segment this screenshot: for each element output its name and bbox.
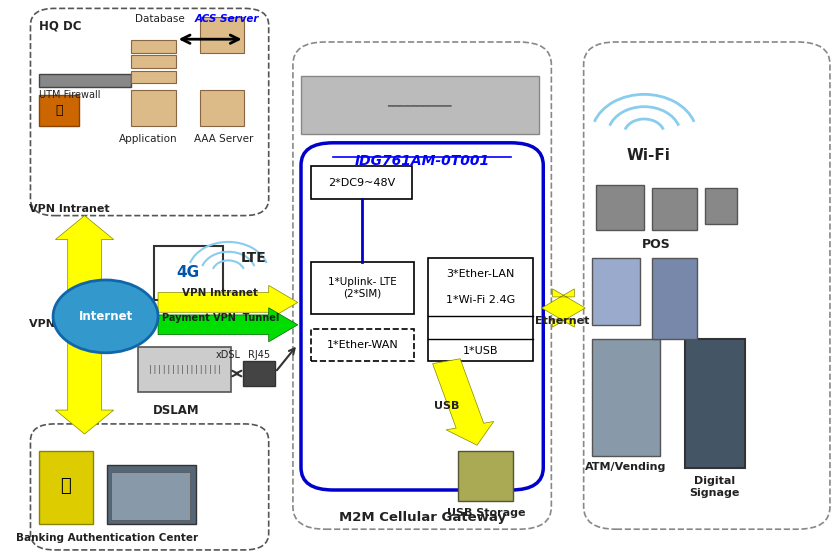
Text: ||||||||||||||||: ||||||||||||||||: [148, 365, 222, 374]
Text: ACS Server: ACS Server: [194, 14, 259, 24]
Text: LTE: LTE: [240, 251, 266, 265]
Text: Ethernet: Ethernet: [535, 316, 589, 326]
Bar: [459, 451, 514, 501]
Bar: [38, 451, 93, 524]
Bar: [132, 90, 176, 126]
Text: DSLAM: DSLAM: [153, 404, 199, 417]
Text: 🔥: 🔥: [55, 104, 63, 117]
Text: Digital
Signage: Digital Signage: [689, 476, 740, 498]
Bar: [243, 361, 275, 386]
Text: HQ DC: HQ DC: [38, 20, 81, 32]
Text: Internet: Internet: [78, 310, 133, 323]
Text: Payment VPN  Tunnel: Payment VPN Tunnel: [162, 312, 279, 323]
Text: 1*USB: 1*USB: [463, 346, 498, 356]
Circle shape: [53, 280, 158, 353]
Bar: [108, 465, 196, 524]
Bar: [200, 90, 244, 126]
Text: 3*Ether-LAN: 3*Ether-LAN: [446, 269, 515, 279]
Bar: [592, 258, 641, 325]
Text: ━━━━━━━━━━━: ━━━━━━━━━━━: [388, 100, 452, 110]
Text: UTM Firewall: UTM Firewall: [38, 90, 100, 100]
Bar: [311, 262, 414, 314]
Text: Banking Authentication Center: Banking Authentication Center: [16, 533, 198, 543]
Text: RJ45: RJ45: [248, 350, 270, 360]
Polygon shape: [433, 359, 494, 445]
Bar: [301, 76, 540, 134]
Polygon shape: [158, 308, 298, 342]
Bar: [428, 258, 533, 361]
Bar: [38, 74, 132, 87]
Bar: [200, 17, 244, 53]
Bar: [311, 329, 414, 361]
Text: Application: Application: [119, 134, 178, 144]
Polygon shape: [541, 289, 585, 327]
Text: USB Storage: USB Storage: [447, 508, 525, 519]
Text: POS: POS: [642, 238, 671, 251]
Text: 4G: 4G: [176, 265, 199, 280]
Bar: [595, 185, 644, 230]
Text: 1*Uplink- LTE
(2*SIM): 1*Uplink- LTE (2*SIM): [328, 277, 397, 298]
Bar: [685, 339, 745, 468]
Text: VPN Intranet: VPN Intranet: [183, 288, 259, 298]
Text: AAA Server: AAA Server: [194, 134, 254, 144]
Text: 🔒: 🔒: [61, 477, 72, 495]
Text: xDSL: xDSL: [216, 350, 241, 360]
Text: VPN Intranet: VPN Intranet: [29, 204, 109, 214]
Text: ATM/Vending: ATM/Vending: [585, 462, 666, 472]
Text: Database: Database: [135, 14, 185, 24]
Bar: [138, 347, 231, 392]
Text: VPN Tunnel: VPN Tunnel: [29, 319, 100, 329]
Bar: [132, 40, 176, 53]
Bar: [111, 472, 190, 520]
Text: 1*Wi-Fi 2.4G: 1*Wi-Fi 2.4G: [445, 295, 515, 305]
Bar: [38, 95, 79, 126]
Text: IDG761AM-0T001: IDG761AM-0T001: [354, 154, 490, 168]
Polygon shape: [55, 216, 113, 434]
Bar: [132, 55, 176, 68]
Text: USB: USB: [435, 401, 460, 411]
Text: Wi-Fi: Wi-Fi: [626, 148, 671, 164]
Bar: [652, 258, 696, 339]
Bar: [592, 339, 661, 456]
FancyBboxPatch shape: [301, 143, 543, 490]
Text: M2M Cellular Gateway: M2M Cellular Gateway: [339, 511, 505, 524]
Bar: [154, 246, 223, 300]
Bar: [311, 166, 412, 199]
Bar: [652, 188, 696, 230]
Text: 2*DC9~48V: 2*DC9~48V: [328, 178, 395, 188]
Text: 1*Ether-WAN: 1*Ether-WAN: [326, 340, 399, 350]
Bar: [705, 188, 737, 224]
Bar: [132, 71, 176, 83]
Polygon shape: [158, 286, 298, 319]
